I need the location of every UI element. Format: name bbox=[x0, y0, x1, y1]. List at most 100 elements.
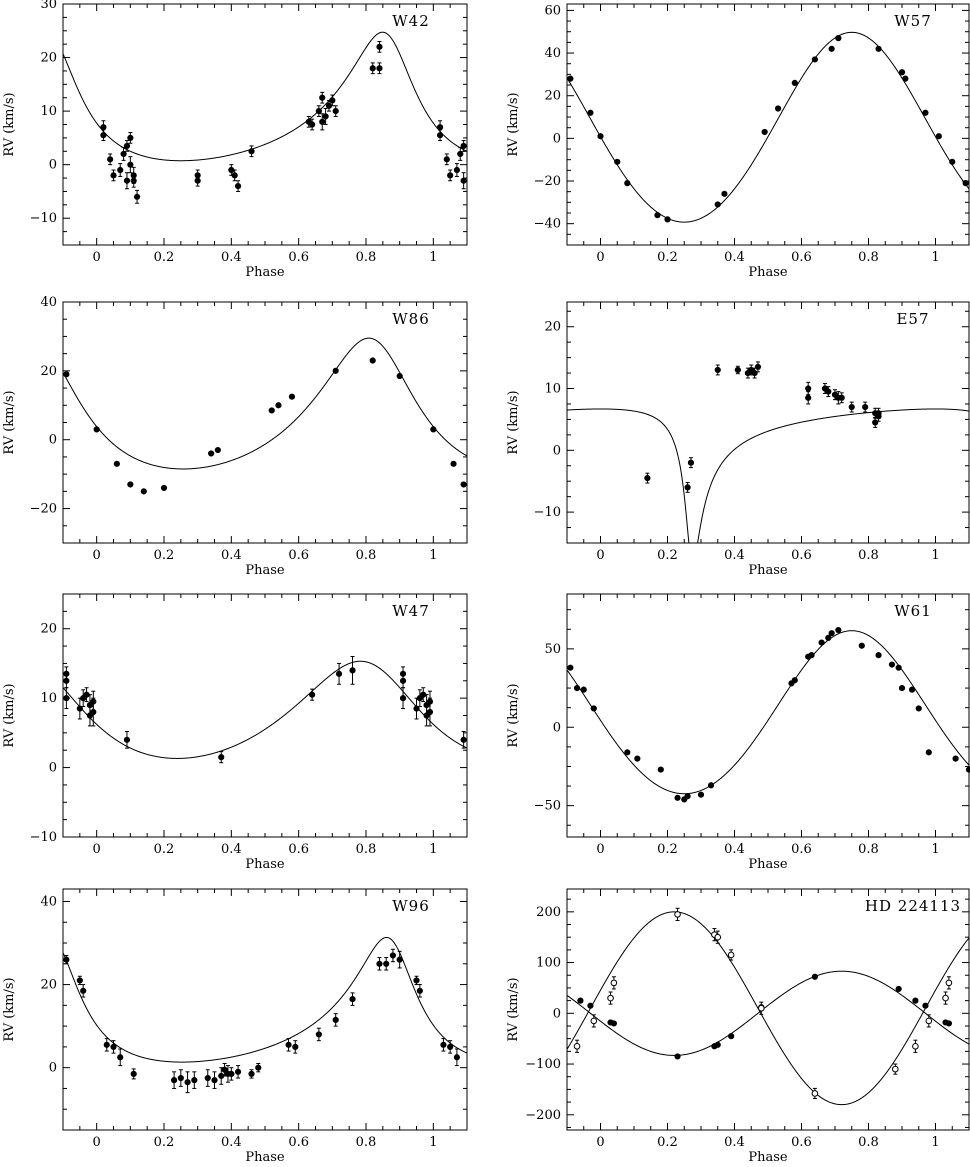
y-tick-label: −10 bbox=[534, 505, 561, 520]
x-tick-label: 1 bbox=[429, 842, 437, 857]
rv-point bbox=[674, 794, 681, 801]
rv-point bbox=[895, 664, 902, 671]
rv-point bbox=[624, 180, 631, 187]
rv-panel-4: 0 0.2 0.4 0.6 0.8 1 −10 0 10 20 Phase RV (km/s) E57 bbox=[506, 301, 970, 578]
rv-point bbox=[110, 1043, 117, 1050]
rv-point bbox=[322, 113, 329, 120]
panel-title: W57 bbox=[894, 12, 932, 30]
x-tick-label: 0.6 bbox=[791, 548, 812, 563]
x-tick-label: 0.2 bbox=[657, 548, 678, 563]
rv-point bbox=[858, 642, 865, 649]
y-tick-label: −200 bbox=[525, 1108, 561, 1123]
rv-point bbox=[335, 670, 343, 677]
rv-point-secondary bbox=[714, 933, 722, 941]
x-tick-label: 0.8 bbox=[858, 1135, 879, 1150]
x-tick-label: 1 bbox=[931, 842, 939, 857]
rv-point-secondary bbox=[590, 1017, 598, 1025]
rv-point bbox=[460, 177, 467, 184]
rv-point-secondary bbox=[892, 1065, 899, 1073]
rv-point bbox=[949, 158, 956, 165]
x-tick-label: 0.2 bbox=[657, 842, 678, 857]
x-tick-label: 0.4 bbox=[724, 548, 745, 563]
rv-point bbox=[453, 166, 460, 174]
rv-point bbox=[908, 686, 916, 693]
x-tick-label: 0.4 bbox=[724, 250, 745, 265]
rv-point bbox=[952, 755, 959, 762]
rv-point bbox=[862, 403, 869, 411]
rv-point bbox=[117, 166, 124, 174]
rv-panel-2: 0 0.2 0.4 0.6 0.8 1 −40 −20 0 20 40 60 Phase RV (km/s… bbox=[506, 3, 970, 280]
panel-title: HD 224113 bbox=[865, 897, 961, 915]
rv-point bbox=[117, 1054, 124, 1061]
rv-point bbox=[90, 698, 97, 705]
rv-point bbox=[888, 661, 896, 668]
rv-point bbox=[875, 410, 882, 417]
x-tick-label: 0.2 bbox=[657, 250, 678, 265]
y-tick-label: −40 bbox=[534, 217, 561, 232]
rv-point bbox=[63, 956, 70, 963]
y-tick-label: 0 bbox=[553, 1006, 561, 1021]
rv-point bbox=[805, 394, 812, 401]
x-tick-label: 0.6 bbox=[791, 1135, 812, 1150]
rv-point bbox=[447, 172, 454, 179]
rv-point bbox=[644, 475, 651, 482]
rv-point bbox=[714, 1041, 721, 1048]
orbit-fit-curve bbox=[567, 911, 969, 1106]
rv-point bbox=[123, 142, 131, 150]
rv-point-secondary bbox=[925, 1017, 933, 1025]
y-tick-label: 30 bbox=[40, 0, 57, 12]
rv-point bbox=[120, 150, 127, 158]
rv-point bbox=[443, 156, 450, 163]
rv-point bbox=[285, 1041, 292, 1048]
rv-point bbox=[93, 426, 100, 433]
y-tick-label: −50 bbox=[534, 799, 561, 814]
rv-point bbox=[221, 1066, 228, 1073]
rv-point bbox=[211, 1077, 218, 1084]
rv-point bbox=[774, 105, 782, 112]
rv-point bbox=[925, 749, 932, 756]
rv-point bbox=[791, 79, 798, 87]
plot-frame bbox=[566, 888, 970, 1131]
rv-point bbox=[587, 109, 594, 116]
rv-point bbox=[315, 1031, 322, 1038]
rv-point-secondary bbox=[607, 994, 614, 1002]
y-tick-label: −20 bbox=[30, 502, 57, 517]
rv-point bbox=[577, 997, 584, 1004]
plot-frame bbox=[566, 301, 970, 544]
rv-point bbox=[587, 1002, 594, 1009]
rv-point bbox=[130, 1070, 137, 1078]
rv-point bbox=[396, 372, 403, 380]
plot-frame bbox=[62, 593, 468, 838]
rv-point bbox=[231, 172, 238, 179]
x-tick-label: 1 bbox=[429, 548, 437, 563]
plot-frame bbox=[62, 301, 468, 544]
rv-point bbox=[962, 180, 969, 187]
x-tick-label: 0.8 bbox=[858, 250, 879, 265]
rv-point bbox=[332, 1016, 339, 1023]
rv-point bbox=[714, 201, 721, 208]
rv-point bbox=[902, 75, 909, 82]
y-axis-title: RV (km/s) bbox=[2, 683, 17, 747]
x-tick-label: 0.6 bbox=[288, 842, 309, 857]
rv-point bbox=[707, 782, 715, 789]
rv-point bbox=[389, 952, 397, 959]
rv-point-secondary bbox=[610, 979, 618, 987]
rv-panel-5: 0 0.2 0.4 0.6 0.8 1 −10 0 10 20 Phase RV (km/s) W47 bbox=[2, 593, 468, 872]
rv-point bbox=[728, 1033, 735, 1040]
rv-point bbox=[376, 65, 383, 72]
x-tick-label: 0.6 bbox=[288, 548, 309, 563]
y-tick-label: 40 bbox=[40, 295, 57, 310]
rv-point bbox=[965, 766, 970, 773]
rv-point bbox=[875, 45, 882, 52]
rv-point bbox=[160, 484, 168, 492]
rv-point bbox=[436, 132, 444, 139]
x-tick-label: 0.2 bbox=[657, 1135, 678, 1150]
orbit-fit-curve bbox=[567, 630, 969, 795]
rv-point bbox=[898, 69, 906, 76]
rv-point bbox=[329, 97, 336, 104]
rv-point bbox=[734, 366, 741, 374]
x-tick-label: 0.6 bbox=[791, 250, 812, 265]
rv-point bbox=[255, 1064, 262, 1071]
rv-point bbox=[872, 419, 879, 426]
rv-point bbox=[912, 997, 919, 1004]
